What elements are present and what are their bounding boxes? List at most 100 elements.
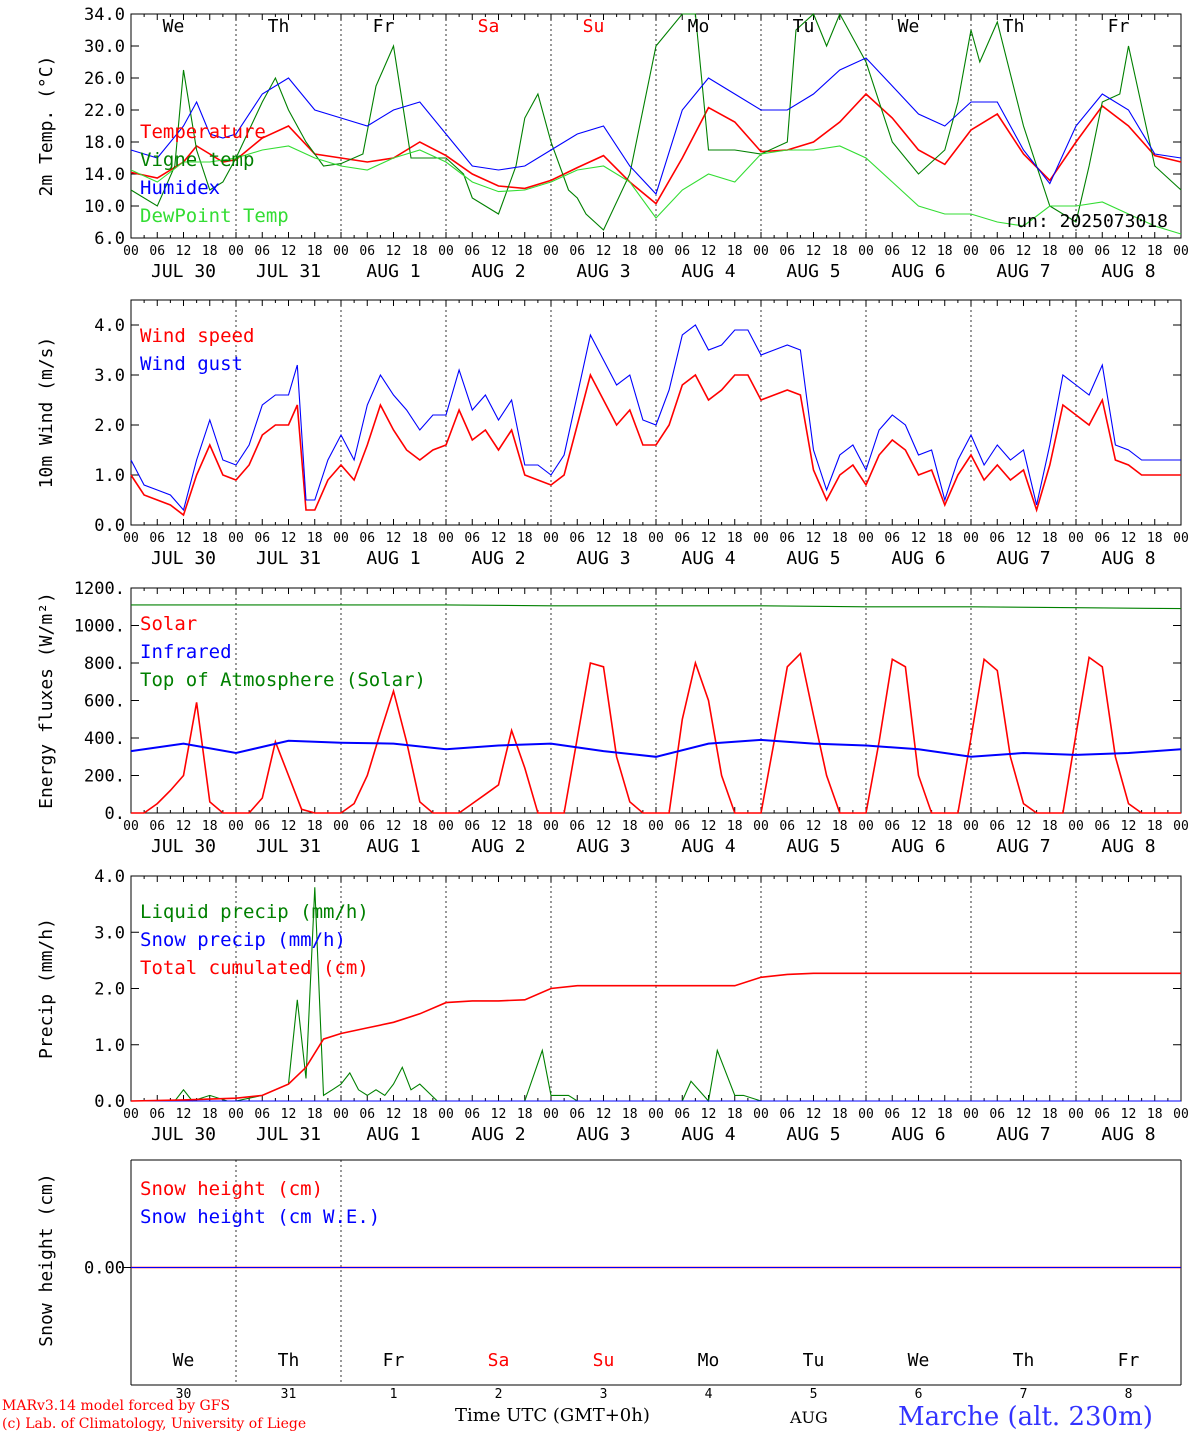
energy-hour-label: 06: [254, 819, 270, 834]
precip-hour-label: 18: [202, 1107, 218, 1122]
energy-hour-label: 18: [1147, 819, 1163, 834]
wind-hour-label: 06: [359, 531, 375, 546]
energy-y-tick-label: 400.: [84, 729, 125, 749]
energy-legend-item: Solar: [140, 613, 197, 635]
temperature-date-label: AUG 2: [471, 261, 525, 282]
temperature-hour-label: 18: [622, 244, 638, 259]
temperature-hour-label: 18: [1147, 244, 1163, 259]
wind-hour-label: 06: [149, 531, 165, 546]
precip-hour-label: 06: [254, 1107, 270, 1122]
temperature-hour-label: 00: [963, 244, 979, 259]
energy-hour-label: 00: [438, 819, 454, 834]
energy-hour-label: 00: [753, 819, 769, 834]
temperature-hour-label: 06: [779, 244, 795, 259]
snow-legend-item: Snow height (cm): [140, 1178, 323, 1200]
wind-y-tick-label: 2.0: [94, 416, 125, 436]
wind-date-label: AUG 6: [891, 548, 945, 569]
precip-date-label: AUG 6: [891, 1124, 945, 1145]
temperature-hour-label: 18: [307, 244, 323, 259]
temperature-hour-label: 06: [674, 244, 690, 259]
energy-hour-label: 12: [911, 819, 927, 834]
wind-date-label: JUL 30: [151, 548, 216, 569]
temperature-date-label: JUL 31: [256, 261, 321, 282]
precip-date-label: AUG 4: [681, 1124, 735, 1145]
snow-y-tick-label: 0.00: [84, 1259, 125, 1279]
day-number-label: 31: [281, 1387, 297, 1402]
energy-hour-label: 06: [569, 819, 585, 834]
temperature-hour-label: 00: [1173, 244, 1189, 259]
precip-hour-label: 18: [517, 1107, 533, 1122]
temperature-legend-item: Vigne temp: [140, 149, 254, 171]
wind-hour-label: 12: [596, 531, 612, 546]
energy-hour-label: 18: [622, 819, 638, 834]
energy-series-top-of-atmosphere-solar: [131, 604, 1182, 610]
precip-hour-label: 06: [1094, 1107, 1110, 1122]
wind-y-tick-label: 0.0: [94, 516, 125, 536]
weekday-label-top: Fr: [373, 16, 395, 37]
wind-date-label: JUL 31: [256, 548, 321, 569]
wind-hour-label: 12: [1121, 531, 1137, 546]
precip-y-tick-label: 4.0: [94, 867, 125, 887]
energy-hour-label: 06: [464, 819, 480, 834]
wind-hour-label: 18: [832, 531, 848, 546]
wind-y-tick-label: 3.0: [94, 366, 125, 386]
precip-hour-label: 12: [701, 1107, 717, 1122]
precip-hour-label: 06: [464, 1107, 480, 1122]
wind-hour-label: 06: [569, 531, 585, 546]
wind-hour-label: 12: [701, 531, 717, 546]
precip-date-label: JUL 31: [256, 1124, 321, 1145]
energy-hour-label: 12: [806, 819, 822, 834]
weekday-label-bottom: Tu: [803, 1350, 825, 1371]
energy-hour-label: 12: [386, 819, 402, 834]
energy-hour-label: 18: [937, 819, 953, 834]
weekday-label-bottom: Th: [1013, 1350, 1035, 1371]
energy-hour-label: 06: [1094, 819, 1110, 834]
energy-y-tick-label: 0.: [105, 804, 125, 824]
temperature-hour-label: 18: [517, 244, 533, 259]
wind-hour-label: 18: [307, 531, 323, 546]
day-number-label: 5: [810, 1387, 818, 1402]
temperature-hour-label: 00: [1068, 244, 1084, 259]
precip-hour-label: 00: [648, 1107, 664, 1122]
weekday-label-top: Sa: [478, 16, 500, 37]
energy-hour-label: 00: [648, 819, 664, 834]
wind-date-label: AUG 1: [366, 548, 420, 569]
temperature-y-tick-label: 14.0: [84, 165, 125, 185]
energy-hour-label: 06: [149, 819, 165, 834]
energy-y-tick-label: 1000.: [74, 617, 125, 637]
temperature-hour-label: 06: [464, 244, 480, 259]
temperature-date-label: AUG 6: [891, 261, 945, 282]
weekday-label-bottom: Th: [278, 1350, 300, 1371]
wind-hour-label: 00: [858, 531, 874, 546]
temperature-hour-label: 12: [806, 244, 822, 259]
precip-hour-label: 00: [1068, 1107, 1084, 1122]
energy-hour-label: 00: [123, 819, 139, 834]
wind-hour-label: 18: [1042, 531, 1058, 546]
temperature-hour-label: 18: [937, 244, 953, 259]
energy-hour-label: 18: [202, 819, 218, 834]
temperature-legend-item: Humidex: [140, 177, 220, 199]
precip-hour-label: 00: [438, 1107, 454, 1122]
energy-y-axis-label: Energy fluxes (W/m²): [36, 592, 57, 809]
energy-hour-label: 00: [228, 819, 244, 834]
day-number-label: 6: [915, 1387, 923, 1402]
precip-legend-item: Total cumulated (cm): [140, 957, 369, 979]
temperature-hour-label: 12: [911, 244, 927, 259]
precip-hour-label: 00: [858, 1107, 874, 1122]
weekday-label-top: Su: [583, 16, 605, 37]
precip-hour-label: 12: [911, 1107, 927, 1122]
temperature-hour-label: 12: [701, 244, 717, 259]
temperature-hour-label: 00: [123, 244, 139, 259]
temperature-y-tick-label: 30.0: [84, 37, 125, 57]
wind-hour-label: 06: [989, 531, 1005, 546]
temperature-hour-label: 12: [176, 244, 192, 259]
temperature-hour-label: 18: [412, 244, 428, 259]
weekday-label-top: Th: [268, 16, 290, 37]
energy-y-tick-label: 800.: [84, 654, 125, 674]
energy-hour-label: 06: [674, 819, 690, 834]
wind-y-tick-label: 4.0: [94, 316, 125, 336]
precip-hour-label: 06: [359, 1107, 375, 1122]
temperature-legend-item: Temperature: [140, 121, 266, 143]
weekday-label-bottom: Fr: [383, 1350, 405, 1371]
wind-date-label: AUG 4: [681, 548, 735, 569]
